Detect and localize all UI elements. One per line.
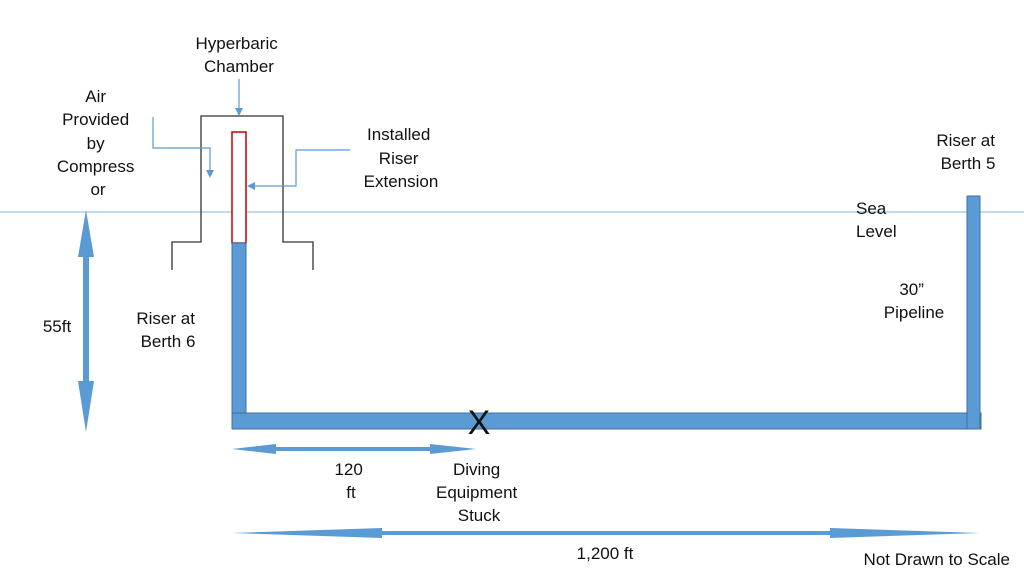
- hyperbaric-chamber-outline: [171, 115, 314, 270]
- extension-pointer-line: [254, 149, 350, 187]
- not-to-scale-note: Not Drawn to Scale: [864, 550, 1010, 569]
- distance-1200-label: 1,200 ft: [577, 544, 634, 563]
- extension-pointer-arrowhead: [247, 182, 255, 190]
- installed-riser-extension-label: Installed Riser Extension: [364, 125, 439, 191]
- riser-berth6: [231, 242, 247, 430]
- depth-label: 55ft: [43, 317, 72, 336]
- riser-berth5: [966, 195, 981, 430]
- air-provided-label: Air Provided by Compress or: [57, 87, 139, 199]
- pipeline-horizontal: [231, 412, 982, 430]
- distance-1200-arrow: [232, 528, 980, 538]
- air-pointer-line: [152, 117, 211, 172]
- distance-120-label: 120 ft: [334, 460, 367, 502]
- riser-extension: [231, 131, 247, 244]
- sea-level-label: Sea Level: [856, 199, 897, 241]
- pipeline-label: 30” Pipeline: [884, 280, 945, 322]
- riser-berth5-label: Riser at Berth 5: [936, 131, 999, 173]
- distance-120-arrow: [232, 444, 476, 454]
- chamber-pointer-arrowhead: [235, 108, 243, 116]
- stuck-marker: X: [468, 404, 491, 442]
- air-pointer-arrowhead: [206, 170, 214, 178]
- riser-berth6-label: Riser at Berth 6: [136, 309, 199, 351]
- depth-arrow: [78, 210, 94, 432]
- diving-equipment-stuck-label: Diving Equipment Stuck: [436, 460, 522, 525]
- hyperbaric-chamber-label: Hyperbaric Chamber: [196, 34, 283, 76]
